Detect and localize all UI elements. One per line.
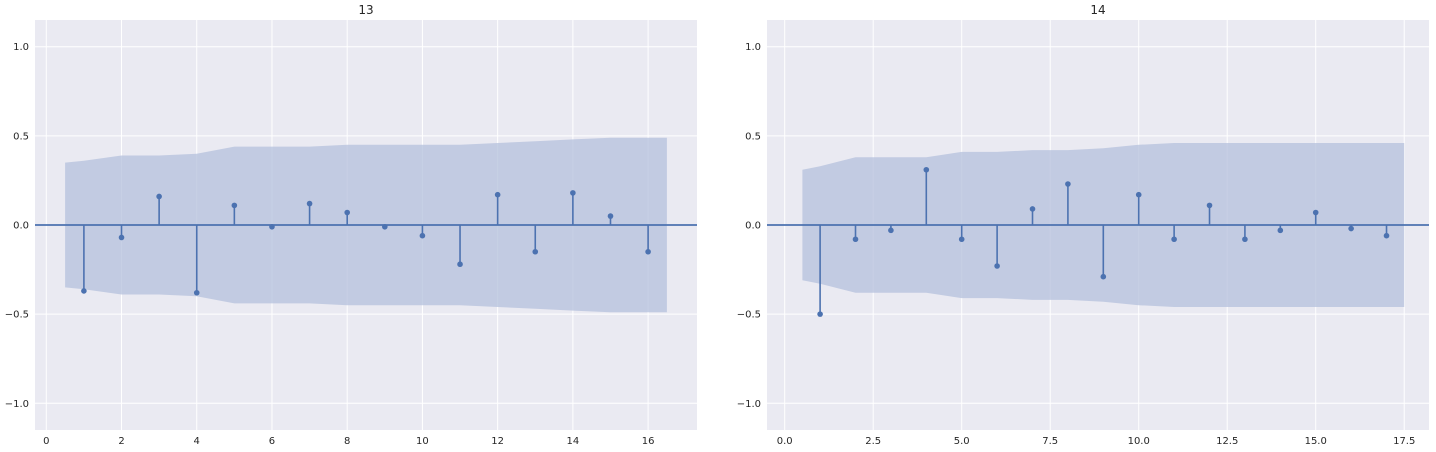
x-tick-label: 0.0	[777, 436, 793, 447]
acf-point	[532, 248, 539, 255]
x-tick-label: 16	[642, 436, 655, 447]
acf-point	[494, 191, 501, 198]
acf-point	[1135, 191, 1142, 198]
acf-point	[817, 311, 823, 317]
acf-point	[1029, 206, 1036, 212]
acf-point	[231, 202, 238, 209]
x-tick-label: 17.5	[1393, 436, 1415, 447]
y-tick-label: 0.5	[13, 131, 29, 142]
acf-point	[156, 193, 162, 200]
acf-panel-14: 0.0 2.5 5.0 7.5 10.0 12.5 15.0 17.5 −1.0 −0.5 0.0 0…	[737, 3, 1429, 447]
y-tick-label: −1.0	[5, 399, 29, 410]
x-tick-label: 4	[194, 436, 200, 447]
x-tick-label: 2.5	[865, 436, 881, 447]
x-tick-label: 0	[43, 436, 49, 447]
y-tick-label: −1.0	[737, 399, 761, 410]
acf-point	[645, 248, 651, 255]
y-tick-label: 0.0	[745, 221, 761, 232]
x-tick-label: 12	[491, 436, 504, 447]
acf-point	[852, 236, 859, 243]
acf-point	[81, 288, 87, 294]
y-tick-label: 0.5	[745, 131, 761, 142]
acf-point	[1206, 202, 1213, 209]
acf-point	[1277, 227, 1284, 234]
acf-point	[118, 234, 125, 241]
x-tick-label: 5.0	[954, 436, 970, 447]
acf-point	[1100, 273, 1107, 280]
y-tick-label: 1.0	[745, 42, 761, 53]
acf-point	[344, 209, 350, 216]
chart-title: 14	[1090, 3, 1105, 17]
acf-point	[994, 263, 1000, 269]
y-tick-label: −0.5	[5, 310, 29, 321]
acf-point	[457, 261, 463, 268]
acf-point	[570, 190, 576, 196]
x-tick-label: 8	[344, 436, 350, 447]
acf-point	[1348, 225, 1354, 232]
x-tick-label: 12.5	[1216, 436, 1238, 447]
acf-point	[1312, 209, 1319, 216]
acf-point	[1383, 232, 1390, 239]
x-tick-label: 10	[416, 436, 429, 447]
y-tick-label: 1.0	[13, 42, 29, 53]
x-tick-label: 10.0	[1128, 436, 1150, 447]
x-tick-label: 2	[118, 436, 124, 447]
y-tick-label: 0.0	[13, 221, 29, 232]
acf-point	[923, 166, 930, 173]
acf-point	[269, 223, 275, 230]
acf-point	[1065, 181, 1071, 187]
acf-point	[607, 213, 614, 219]
acf-point	[193, 289, 200, 296]
acf-point	[306, 200, 313, 207]
y-tick-label: −0.5	[737, 310, 761, 321]
acf-point	[1242, 236, 1248, 243]
x-tick-label: 6	[269, 436, 275, 447]
x-tick-label: 7.5	[1042, 436, 1058, 447]
acf-panel-13: 0 2 4 6 8 10 12 14 16 −1.0 −0.5 0.0 0.5 1.0 13	[5, 3, 697, 447]
x-tick-label: 14	[567, 436, 580, 447]
acf-point	[382, 223, 388, 230]
acf-point	[1171, 236, 1177, 243]
acf-point	[958, 236, 965, 243]
chart-title: 13	[358, 3, 373, 17]
acf-point	[888, 227, 894, 234]
x-tick-label: 15.0	[1305, 436, 1327, 447]
acf-point	[419, 232, 426, 239]
